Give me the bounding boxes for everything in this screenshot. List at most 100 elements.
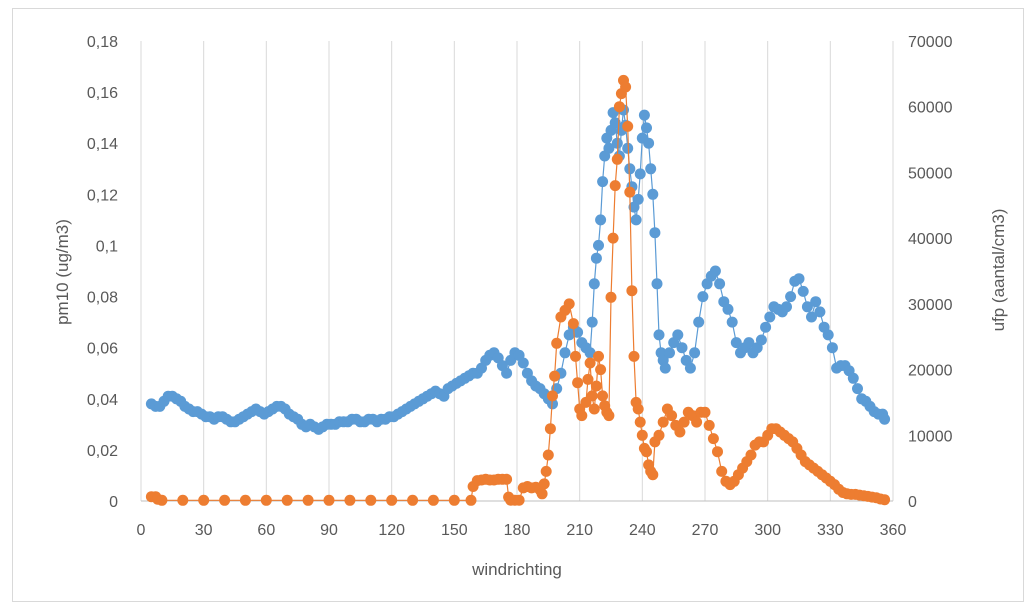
pm10-point bbox=[797, 285, 809, 297]
y-axis-title: pm10 (ug/m3) bbox=[53, 219, 72, 325]
y-tick-label: 0,16 bbox=[87, 85, 118, 102]
ufp-point bbox=[657, 416, 669, 428]
x-tick-label: 180 bbox=[504, 522, 531, 539]
ufp-point bbox=[513, 494, 525, 506]
ufp-point bbox=[586, 390, 598, 402]
y2-tick-label: 60000 bbox=[908, 100, 953, 117]
series-pm10 bbox=[145, 104, 891, 435]
ufp-point bbox=[177, 494, 189, 506]
x-tick-label: 270 bbox=[692, 522, 719, 539]
y-tick-label: 0 bbox=[109, 494, 118, 511]
ufp-point bbox=[699, 406, 711, 418]
ufp-point bbox=[281, 494, 293, 506]
x-tick-label: 300 bbox=[754, 522, 781, 539]
ufp-point bbox=[576, 410, 588, 422]
ufp-point bbox=[666, 410, 678, 422]
pm10-point bbox=[722, 303, 734, 315]
ufp-point bbox=[716, 465, 728, 477]
ufp-point bbox=[549, 370, 561, 382]
ufp-point bbox=[712, 446, 723, 458]
ufp-point bbox=[653, 429, 665, 441]
y2-axis-title: ufp (aantal/cm3) bbox=[989, 209, 1008, 332]
pm10-point bbox=[638, 109, 650, 121]
ufp-point bbox=[582, 373, 594, 385]
pm10-point bbox=[801, 301, 813, 313]
ufp-point bbox=[239, 494, 251, 506]
pm10-point bbox=[588, 278, 600, 290]
y2-tick-label: 30000 bbox=[908, 297, 953, 314]
ufp-point bbox=[597, 390, 609, 402]
pm10-point bbox=[647, 188, 659, 200]
pm10-point bbox=[641, 122, 652, 134]
y-tick-label: 0,06 bbox=[87, 341, 118, 358]
pm10-point bbox=[785, 291, 797, 303]
ufp-point bbox=[611, 153, 623, 165]
ufp-point bbox=[620, 81, 632, 93]
pm10-point bbox=[826, 342, 838, 354]
pm10-point bbox=[676, 342, 688, 354]
ufp-point bbox=[632, 403, 644, 415]
ufp-point bbox=[674, 426, 686, 438]
x-tick-label: 90 bbox=[320, 522, 338, 539]
ufp-point bbox=[678, 416, 690, 428]
pm10-line bbox=[151, 109, 886, 431]
pm10-point bbox=[501, 367, 513, 379]
pm10-point bbox=[764, 311, 776, 323]
x-tick-label: 360 bbox=[880, 522, 907, 539]
pm10-point bbox=[793, 273, 805, 285]
ufp-point bbox=[603, 410, 615, 422]
ufp-point bbox=[879, 494, 891, 506]
y2-tick-label: 20000 bbox=[908, 363, 953, 380]
pm10-point bbox=[590, 252, 602, 264]
pm10-point bbox=[714, 278, 726, 290]
pm10-point bbox=[847, 372, 859, 384]
pm10-point bbox=[651, 278, 663, 290]
y-tick-label: 0,14 bbox=[87, 136, 118, 153]
ufp-point bbox=[323, 494, 335, 506]
ufp-point bbox=[584, 357, 596, 369]
pm10-point bbox=[586, 316, 598, 328]
ufp-point bbox=[156, 494, 168, 506]
pm10-point bbox=[852, 383, 863, 395]
ufp-point bbox=[609, 180, 621, 192]
ufp-point bbox=[198, 494, 210, 506]
ufp-point bbox=[691, 416, 703, 428]
x-tick-label: 30 bbox=[195, 522, 213, 539]
pm10-point bbox=[559, 347, 571, 359]
ufp-point bbox=[647, 469, 659, 481]
ufp-point bbox=[624, 186, 636, 198]
ufp-point bbox=[634, 416, 646, 428]
pm10-point bbox=[645, 163, 657, 175]
ufp-point bbox=[703, 419, 715, 431]
pm10-point bbox=[755, 334, 767, 346]
pm10-point bbox=[632, 193, 644, 205]
ufp-point bbox=[407, 494, 419, 506]
pm10-point bbox=[743, 337, 755, 349]
pm10-point bbox=[593, 239, 604, 251]
pm10-point bbox=[879, 413, 891, 425]
ufp-point bbox=[344, 494, 356, 506]
ufp-point bbox=[590, 380, 602, 392]
x-tick-label: 330 bbox=[817, 522, 844, 539]
x-tick-label: 150 bbox=[441, 522, 468, 539]
y-tick-label: 0,12 bbox=[87, 187, 118, 204]
pm10-point bbox=[572, 326, 584, 338]
pm10-point bbox=[611, 137, 623, 149]
pm10-point bbox=[597, 176, 609, 188]
ufp-point bbox=[547, 390, 558, 402]
pm10-point bbox=[517, 357, 529, 369]
ufp-point bbox=[588, 403, 600, 415]
ufp-point bbox=[563, 298, 575, 310]
ufp-point bbox=[572, 377, 584, 389]
pm10-point bbox=[659, 362, 671, 374]
pm10-point bbox=[684, 362, 696, 374]
ufp-point bbox=[260, 494, 272, 506]
ufp-point bbox=[302, 494, 314, 506]
ufp-point bbox=[607, 232, 619, 244]
pm10-point bbox=[609, 117, 621, 129]
y2-tick-label: 10000 bbox=[908, 428, 953, 445]
ufp-point bbox=[636, 429, 648, 441]
ufp-line bbox=[151, 80, 885, 501]
pm10-point bbox=[730, 337, 742, 349]
